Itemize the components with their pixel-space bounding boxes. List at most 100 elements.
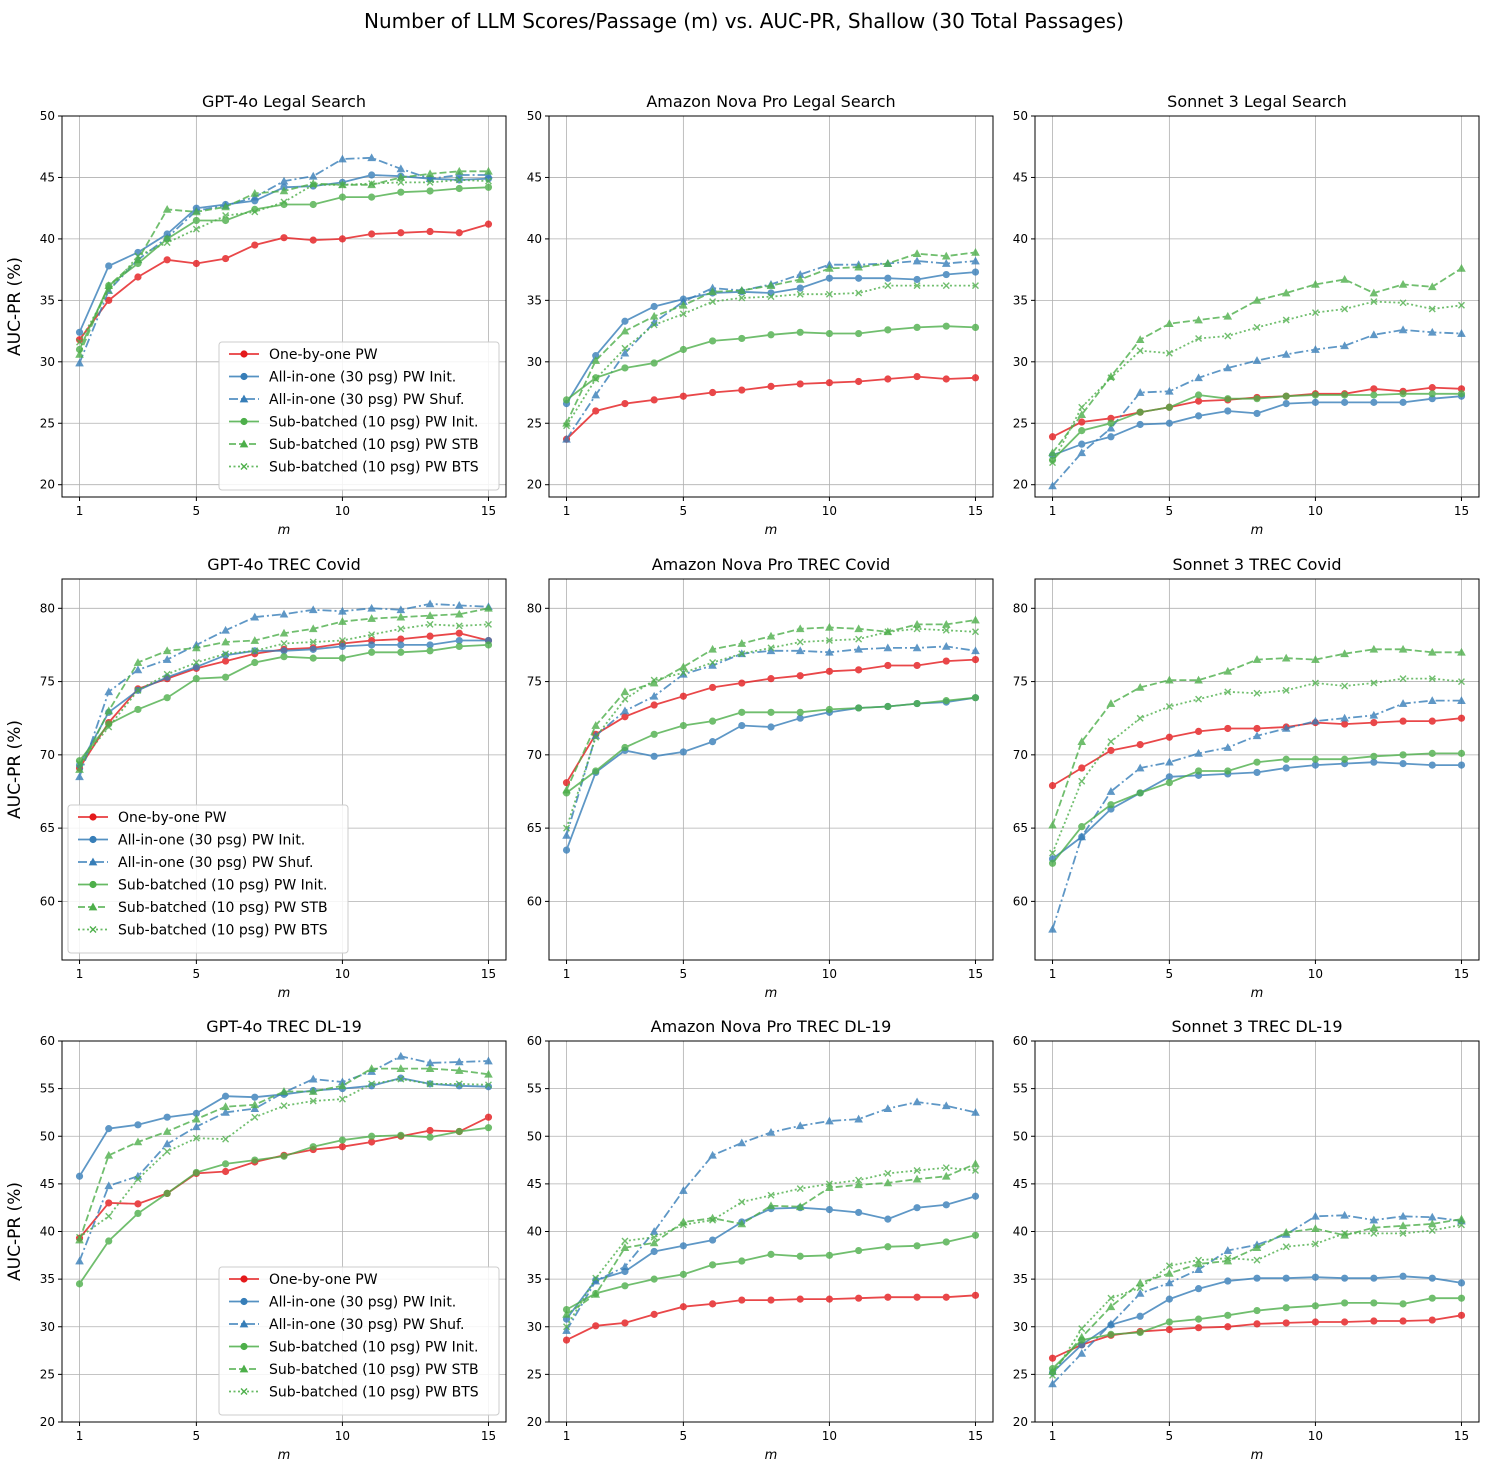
y-tick-label: 80	[527, 601, 542, 615]
data-point	[1370, 298, 1378, 306]
data-point	[1457, 263, 1466, 272]
legend-marker	[240, 463, 248, 470]
data-point	[1194, 397, 1203, 405]
data-point	[1223, 743, 1233, 751]
data-point	[1311, 716, 1320, 725]
data-point	[1106, 1302, 1116, 1311]
legend-entry: Sub-batched (10 psg) PW BTS	[229, 1385, 479, 1401]
legend-label: Sub-batched (10 psg) PW Init.	[269, 415, 478, 431]
legend-entry: All-in-one (30 psg) PW Init.	[78, 833, 305, 849]
data-point	[679, 1186, 688, 1194]
data-point	[1282, 1243, 1290, 1251]
data-point	[679, 748, 687, 756]
legend-label: Sub-batched (10 psg) PW BTS	[269, 1385, 479, 1401]
data-point	[1282, 392, 1290, 400]
x-tick-label: 10	[1308, 1429, 1323, 1443]
y-tick-label: 60	[1013, 894, 1028, 908]
legend-entry: One-by-one PW	[229, 1272, 378, 1288]
y-tick-label: 60	[527, 1034, 542, 1048]
data-point	[1136, 740, 1144, 749]
series	[562, 322, 980, 404]
data-point	[455, 1082, 463, 1090]
data-point	[397, 1075, 405, 1083]
data-point	[338, 154, 347, 163]
data-point	[621, 399, 629, 408]
data-point	[221, 254, 230, 263]
data-point	[795, 624, 805, 633]
y-tick-label: 70	[527, 748, 542, 762]
data-point	[563, 1323, 571, 1331]
data-point	[1224, 1323, 1232, 1331]
data-point	[192, 1114, 201, 1123]
data-point	[309, 1097, 317, 1105]
legend-label: Sub-batched (10 psg) PW STB	[269, 437, 479, 453]
data-point	[1107, 419, 1115, 427]
legend-box	[218, 341, 500, 491]
data-point	[192, 225, 200, 233]
data-point	[1136, 1312, 1144, 1320]
data-point	[1252, 731, 1262, 740]
data-point	[562, 846, 571, 854]
data-point	[1311, 1224, 1320, 1232]
data-point	[1253, 395, 1261, 403]
data-point	[592, 1274, 600, 1282]
data-point	[1136, 408, 1144, 416]
data-point	[426, 227, 434, 236]
legend-marker	[88, 902, 98, 911]
data-point	[1399, 675, 1407, 683]
series	[76, 620, 492, 768]
y-tick-label: 60	[40, 1034, 55, 1048]
data-point	[1311, 755, 1320, 763]
data-point	[795, 275, 805, 283]
data-point	[767, 644, 775, 652]
data-point	[1194, 1285, 1203, 1293]
data-point	[708, 717, 717, 725]
data-point	[279, 176, 289, 185]
data-point	[1341, 391, 1349, 399]
data-point	[1136, 1328, 1144, 1337]
data-point	[1253, 323, 1261, 331]
data-point	[104, 1150, 114, 1159]
data-point	[737, 639, 747, 647]
data-point	[738, 386, 746, 394]
data-point	[368, 180, 376, 188]
x-tick-label: 15	[481, 967, 496, 981]
data-point	[162, 204, 172, 213]
data-point	[738, 334, 746, 343]
data-point	[1106, 423, 1116, 432]
data-point	[592, 1322, 600, 1330]
data-point	[913, 323, 921, 331]
data-point	[1078, 777, 1086, 785]
data-point	[621, 695, 629, 703]
y-tick-label: 35	[40, 293, 55, 307]
data-point	[455, 229, 463, 237]
data-point	[1370, 385, 1378, 393]
data-point	[1195, 695, 1203, 703]
data-point	[425, 599, 435, 608]
y-tick-label: 45	[40, 1177, 55, 1191]
data-point	[251, 1093, 259, 1101]
y-tick-label: 70	[1013, 748, 1028, 762]
y-axis-label: AUC-PR (%)	[5, 1182, 25, 1281]
data-point	[1136, 347, 1144, 355]
data-point	[309, 654, 317, 662]
data-point	[1341, 1229, 1349, 1237]
legend-marker	[240, 1388, 248, 1395]
data-point	[621, 1237, 629, 1245]
data-point	[679, 345, 687, 354]
data-point	[134, 686, 142, 694]
data-point	[971, 1192, 980, 1200]
data-point	[971, 655, 980, 664]
data-point	[192, 216, 200, 225]
data-point	[134, 1209, 142, 1218]
data-point	[1370, 679, 1378, 687]
data-point	[1135, 388, 1145, 396]
data-point	[454, 166, 464, 175]
data-point	[1281, 1228, 1291, 1236]
data-point	[1340, 1210, 1349, 1219]
x-tick-label: 15	[1454, 504, 1469, 518]
data-point	[368, 631, 376, 639]
data-point	[338, 642, 347, 651]
chart-title: Sonnet 3 TREC Covid	[1173, 555, 1342, 574]
